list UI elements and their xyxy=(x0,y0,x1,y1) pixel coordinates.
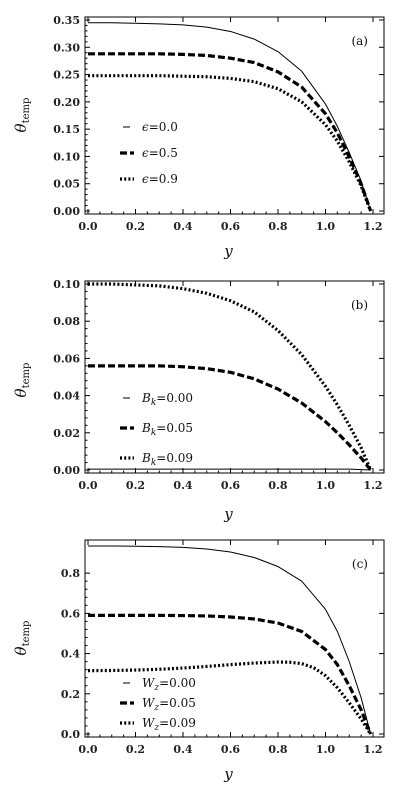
legend-label: ϵ=0.0 xyxy=(142,120,178,134)
x-tick-label: 0.2 xyxy=(126,479,145,492)
panel-label: (c) xyxy=(352,557,368,571)
y-tick-label: 0.04 xyxy=(53,390,80,403)
legend-label: Bk=0.09 xyxy=(141,451,193,468)
panel-label: (b) xyxy=(351,298,368,312)
x-tick-label: 0.8 xyxy=(268,479,287,492)
legend-label: Wz=0.09 xyxy=(142,716,196,733)
legend-label: Wz=0.05 xyxy=(142,696,196,713)
series-line-solid xyxy=(88,22,372,212)
x-tick-label: 1.2 xyxy=(363,743,382,756)
x-tick-label: 1.2 xyxy=(363,479,382,492)
x-tick-label: 0.0 xyxy=(78,743,97,756)
x-axis-title: y xyxy=(223,505,233,523)
y-tick-label: 0.25 xyxy=(53,69,80,82)
y-tick-label: 0.00 xyxy=(53,464,80,477)
series-line-dashed xyxy=(88,613,373,735)
series-line-dotted xyxy=(87,660,372,735)
series-line-dashed xyxy=(88,364,372,471)
y-tick-label: 0.08 xyxy=(53,315,80,328)
plot-frame xyxy=(84,280,385,474)
x-tick-label: 0.0 xyxy=(78,479,97,492)
x-tick-label: 0.4 xyxy=(173,479,192,492)
plot-frame xyxy=(84,16,385,215)
chart-panel-b: 0.0 0.2 0.4 0.6 0.8 1.0 1.2 0.00 0.02 0.04 0.06 0.0… xyxy=(12,278,385,523)
x-tick-label: 0.6 xyxy=(221,220,240,233)
y-tick-label: 0.20 xyxy=(53,96,80,109)
y-tick-label: 0.2 xyxy=(61,688,80,701)
y-tick-label: 0.0 xyxy=(61,728,80,741)
x-tick-label: 0.2 xyxy=(126,743,145,756)
chart-panel-c: 0.0 0.2 0.4 0.6 0.8 1.0 1.2 0.0 0.2 0.4 0.6 0.8 y θte… xyxy=(12,539,385,783)
y-tick-label: 0.30 xyxy=(53,41,80,54)
y-axis-title: θtemp xyxy=(12,98,32,133)
plot-frame xyxy=(84,539,385,738)
x-tick-label: 0.8 xyxy=(268,743,287,756)
x-tick-label: 1.0 xyxy=(316,743,335,756)
chart-panel-a: 0.0 0.2 0.4 0.6 0.8 1.0 1.2 0.00 0.05 0.10 0.15 0.2… xyxy=(12,14,385,260)
y-tick-label: 0.00 xyxy=(53,205,80,218)
y-tick-label: 0.10 xyxy=(53,278,80,291)
panel-label: (a) xyxy=(351,34,368,48)
y-axis-title: θtemp xyxy=(12,621,32,656)
y-tick-label: 0.05 xyxy=(53,178,80,191)
x-tick-label: 0.4 xyxy=(173,220,192,233)
y-tick-label: 0.10 xyxy=(53,150,80,163)
series-line-dotted xyxy=(88,74,373,212)
x-tick-label: 0.4 xyxy=(173,743,192,756)
x-tick-label: 0.0 xyxy=(78,220,97,233)
y-tick-label: 0.4 xyxy=(61,648,80,661)
legend-label: Bk=0.05 xyxy=(141,421,193,438)
x-tick-label: 0.6 xyxy=(221,479,240,492)
y-tick-label: 0.02 xyxy=(53,427,80,440)
x-tick-label: 1.2 xyxy=(363,220,382,233)
x-tick-label: 0.6 xyxy=(221,743,240,756)
y-tick-label: 0.8 xyxy=(61,567,80,580)
series-line-solid xyxy=(88,468,371,471)
series-line-solid xyxy=(88,545,372,735)
y-tick-label: 0.6 xyxy=(61,607,80,620)
y-axis-title: θtemp xyxy=(12,363,32,398)
legend-label: Wz=0.00 xyxy=(142,676,196,693)
series-line-dashed xyxy=(88,52,373,212)
x-tick-label: 1.0 xyxy=(316,479,335,492)
series-line-dotted xyxy=(88,282,373,471)
y-tick-label: 0.35 xyxy=(53,14,80,27)
x-tick-label: 1.0 xyxy=(316,220,335,233)
x-axis-title: y xyxy=(223,242,233,260)
y-tick-label: 0.06 xyxy=(53,352,80,365)
x-axis-title: y xyxy=(223,765,233,783)
x-tick-label: 0.8 xyxy=(268,220,287,233)
legend-label: ϵ=0.5 xyxy=(142,146,178,160)
legend-label: ϵ=0.9 xyxy=(142,172,178,186)
x-tick-label: 0.2 xyxy=(126,220,145,233)
legend-label: Bk=0.00 xyxy=(141,391,193,408)
y-tick-label: 0.15 xyxy=(53,123,80,136)
